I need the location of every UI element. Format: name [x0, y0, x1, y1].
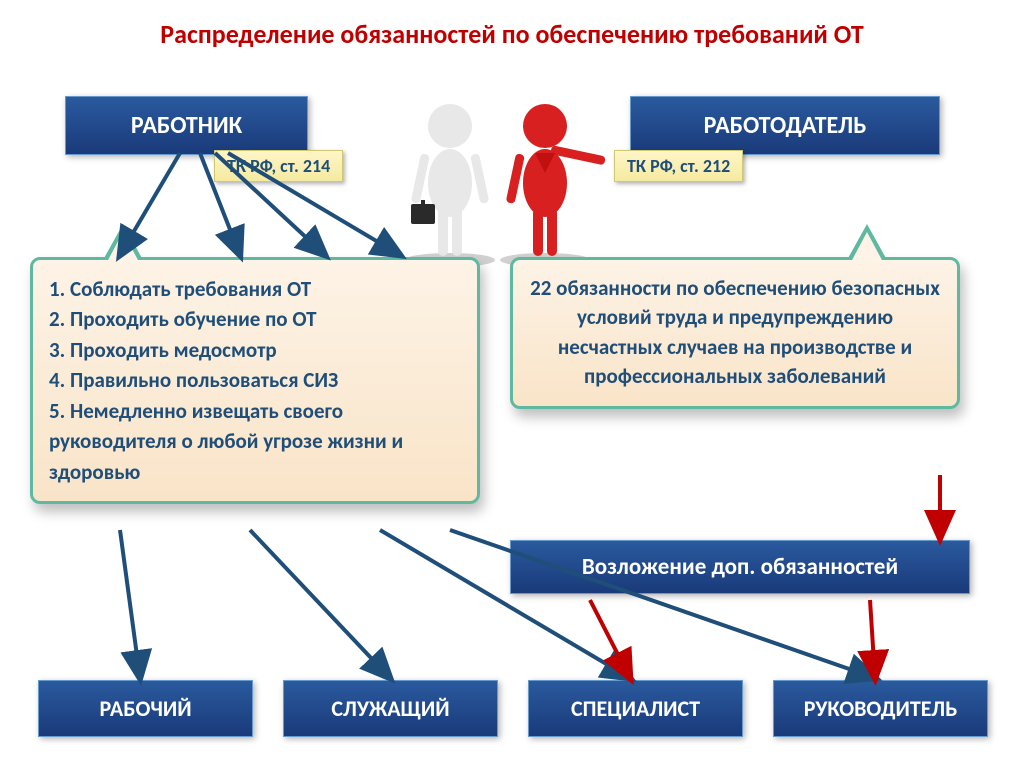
page-title: Распределение обязанностей по обеспечени…	[0, 18, 1024, 50]
worker-duties-list: 1. Соблюдать требования ОТ2. Проходить о…	[49, 274, 461, 487]
role-box-sluzhashchiy: СЛУЖАЩИЙ	[283, 680, 498, 737]
worker-figurine	[395, 98, 505, 273]
law-badge-214: ТК РФ, ст. 214	[214, 150, 343, 182]
law-badge-212: ТК РФ, ст. 212	[614, 150, 743, 182]
employer-duties-bubble: 22 обязанности по обеспечению безопасных…	[510, 257, 960, 409]
employer-box: РАБОТОДАТЕЛЬ	[630, 96, 940, 155]
worker-duties-bubble: 1. Соблюдать требования ОТ2. Проходить о…	[30, 257, 480, 504]
worker-box: РАБОТНИК	[65, 96, 308, 155]
employer-figurine	[490, 98, 620, 273]
role-box-spetsialist: СПЕЦИАЛИСТ	[528, 680, 743, 737]
employer-duties-text: 22 обязанности по обеспечению безопасных…	[529, 274, 941, 392]
delegation-box: Возложение доп. обязанностей	[510, 540, 970, 594]
role-box-rabochiy: РАБОЧИЙ	[38, 680, 253, 737]
role-box-rukovoditel: РУКОВОДИТЕЛЬ	[773, 680, 988, 737]
